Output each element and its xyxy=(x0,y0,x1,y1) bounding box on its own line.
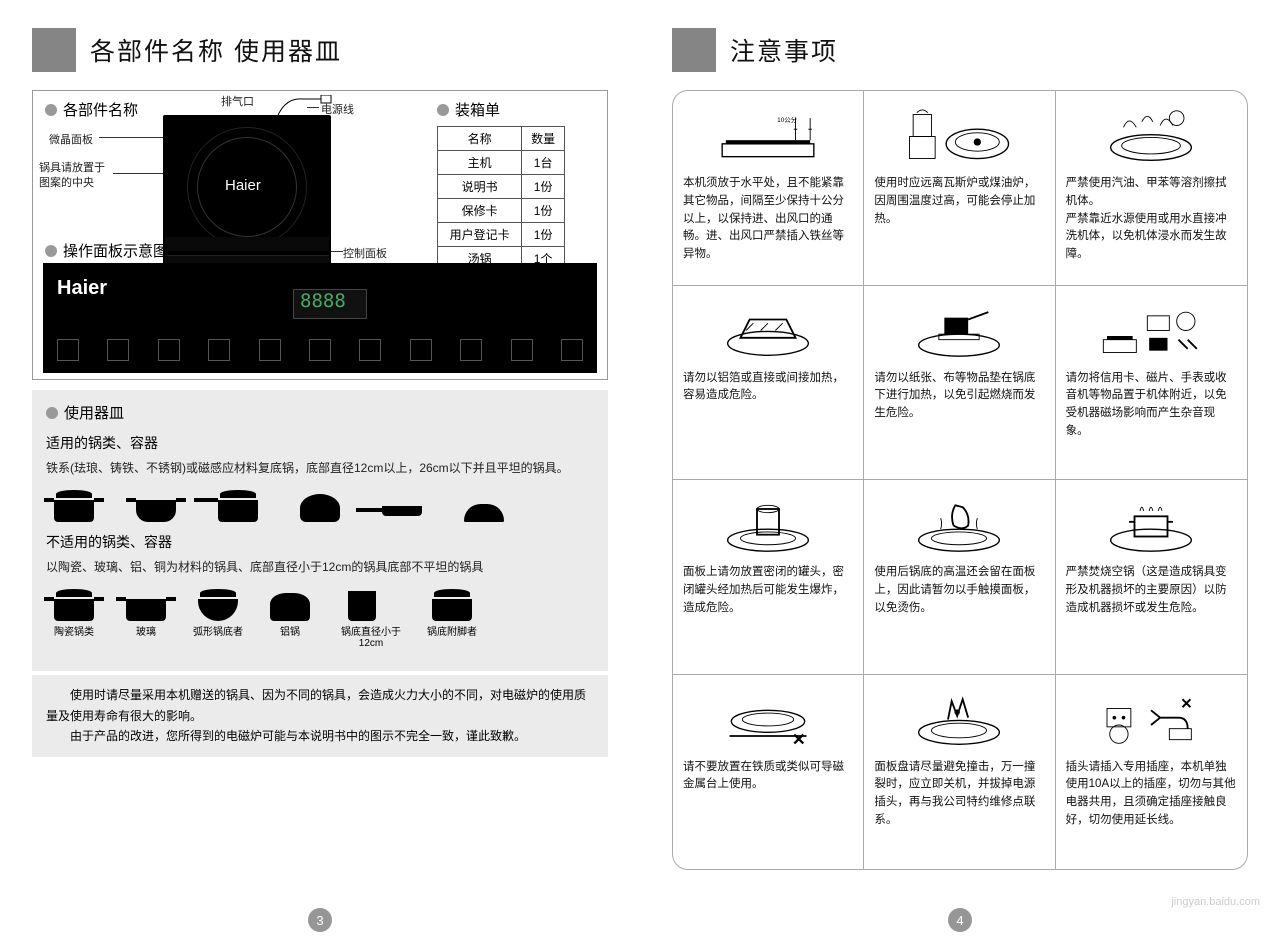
svg-text:10公分: 10公分 xyxy=(777,114,798,123)
caution-cell-4: 请勿以铝箔或直接或间接加热，容易造成危险。 xyxy=(673,286,864,481)
kettle-icon xyxy=(294,488,346,522)
caution-cell-5: 请勿以纸张、布等物品垫在锅底下进行加热，以免引起燃烧而发生危险。 xyxy=(864,286,1055,481)
page-4: 注意事项 10公分 本机须放于水平处，且不能紧靠其它物品，间隔至少保持十公分以上… xyxy=(640,0,1280,944)
svg-text:✕: ✕ xyxy=(792,731,806,747)
caution-cell-1: 10公分 本机须放于水平处，且不能紧靠其它物品，间隔至少保持十公分以上，以保持进… xyxy=(673,91,864,286)
page-number: 4 xyxy=(948,908,972,932)
ng-title: 不适用的锅类、容器 xyxy=(46,532,594,552)
cell-text: 使用时应远离瓦斯炉或煤油炉，因周围温度过高，可能会停止加热。 xyxy=(874,175,1044,228)
pot-icon xyxy=(48,587,100,621)
segment-display: 8888 xyxy=(293,289,367,319)
device-brand: Haier xyxy=(225,177,261,194)
pot-icon xyxy=(212,488,264,522)
magnetic-icon xyxy=(1066,296,1237,366)
pot-icon xyxy=(130,488,182,522)
packing-table: 名称数量 主机1台 说明书1份 保修卡1份 用户登记卡1份 汤锅1个 xyxy=(437,126,565,271)
callout-vent: 排气口 xyxy=(221,93,254,109)
note-1: 使用时请尽量采用本机赠送的锅具、因为不同的锅具，会造成火力大小的不同，对电磁炉的… xyxy=(46,685,594,726)
bottom-note: 使用时请尽量采用本机赠送的锅具、因为不同的锅具，会造成火力大小的不同，对电磁炉的… xyxy=(32,675,608,756)
caution-cell-9: 严禁焚烧空锅（这是造成锅具变形及机器损坏的主要原因）以防造成机器损坏或发生危险。 xyxy=(1056,480,1247,675)
kettle-icon xyxy=(264,587,316,621)
cookware-title: 使用器皿 xyxy=(46,402,594,423)
parts-diagram-box: 各部件名称 微晶面板 锅具请放置于 图案的中央 显示窗 排气口 电源线 控制面板… xyxy=(32,90,608,380)
paper-under-icon xyxy=(874,296,1044,366)
pot-icon xyxy=(192,587,244,621)
packing-list: 装箱单 名称数量 主机1台 说明书1份 保修卡1份 用户登记卡1份 汤锅1个 xyxy=(437,99,597,271)
ok-title: 适用的锅类、容器 xyxy=(46,433,594,453)
header-left: 各部件名称 使用器皿 xyxy=(32,28,608,72)
cord-icon xyxy=(273,95,333,125)
header-right: 注意事项 xyxy=(672,28,1248,72)
watermark: jingyan.baidu.com xyxy=(1171,896,1260,908)
metal-table-icon: ✕ xyxy=(683,685,853,755)
cell-text: 请勿将信用卡、磁片、手表或收音机等物品置于机体附近，以免受机器磁场影响而产生杂音… xyxy=(1066,370,1237,441)
panel-label: 操作面板示意图 xyxy=(45,240,168,261)
bullet-icon xyxy=(437,104,449,116)
foil-icon xyxy=(683,296,853,366)
cell-text: 面板盘请尽量避免撞击，万一撞裂时，应立即关机，并拔掉电源插头，再与我公司特约维修… xyxy=(874,759,1044,830)
callout-potnote: 锅具请放置于 图案的中央 xyxy=(39,161,105,192)
cookware-section: 使用器皿 适用的锅类、容器 铁系(珐琅、铸铁、不锈钢)或磁感应材料复底锅，底部直… xyxy=(32,390,608,671)
control-panel-image: Haier 8888 xyxy=(43,263,597,373)
cell-text: 插头请插入专用插座，本机单独使用10A以上的插座，切勿与其他电器共用，且须确定插… xyxy=(1066,759,1237,830)
header-square-icon xyxy=(672,28,716,72)
can-icon xyxy=(683,490,853,560)
page-title: 注意事项 xyxy=(730,32,838,68)
no-solvent-icon xyxy=(1066,101,1237,171)
panel-brand: Haier xyxy=(57,277,107,300)
header-square-icon xyxy=(32,28,76,72)
gas-stove-icon xyxy=(874,101,1044,171)
pan-icon xyxy=(376,488,428,522)
caution-cell-2: 使用时应远离瓦斯炉或煤油炉，因周围温度过高，可能会停止加热。 xyxy=(864,91,1055,286)
cell-text: 请勿以纸张、布等物品垫在锅底下进行加热，以免引起燃烧而发生危险。 xyxy=(874,370,1044,423)
ok-desc: 铁系(珐琅、铸铁、不锈钢)或磁感应材料复底锅，底部直径12cm以上，26cm以下… xyxy=(46,459,594,478)
callout-crystal: 微晶面板 xyxy=(49,131,93,147)
caution-cell-12: ✕ 插头请插入专用插座，本机单独使用10A以上的插座，切勿与其他电器共用，且须确… xyxy=(1056,675,1247,870)
packing-title: 装箱单 xyxy=(437,99,597,120)
caution-cell-3: 严禁使用汽油、甲苯等溶剂擦拭机体。 严禁靠近水源使用或用水直接冲洗机体，以免机体… xyxy=(1056,91,1247,286)
note-2: 由于产品的改进，您所得到的电磁炉可能与本说明书中的图示不完全一致，谨此致歉。 xyxy=(46,726,594,746)
clearance-icon: 10公分 xyxy=(683,101,853,171)
panel-button xyxy=(57,339,79,361)
caution-cell-7: 面板上请勿放置密闭的罐头，密闭罐头经加热后可能发生爆炸，造成危险。 xyxy=(673,480,864,675)
caution-cell-8: 使用后锅底的高温还会留在面板上，因此请暂勿以手触摸面板，以免烫伤。 xyxy=(864,480,1055,675)
cell-text: 请勿以铝箔或直接或间接加热，容易造成危险。 xyxy=(683,370,853,406)
page-number: 3 xyxy=(308,908,332,932)
cell-text: 严禁焚烧空锅（这是造成锅具变形及机器损坏的主要原因）以防造成机器损坏或发生危险。 xyxy=(1066,564,1237,617)
cell-text: 严禁使用汽油、甲苯等溶剂擦拭机体。 严禁靠近水源使用或用水直接冲洗机体，以免机体… xyxy=(1066,175,1237,264)
cell-text: 面板上请勿放置密闭的罐头，密闭罐头经加热后可能发生爆炸，造成危险。 xyxy=(683,564,853,617)
page-title: 各部件名称 使用器皿 xyxy=(90,32,342,68)
pot-icon xyxy=(48,488,100,522)
caution-grid: 10公分 本机须放于水平处，且不能紧靠其它物品，间隔至少保持十公分以上，以保持进… xyxy=(672,90,1248,870)
svg-text:✕: ✕ xyxy=(1181,697,1193,713)
socket-icon: ✕ xyxy=(1066,685,1237,755)
ng-pot-row: 陶瓷锅类 玻璃 弧形锅底者 铝锅 锅底直径小于12cm 锅底附脚者 xyxy=(48,587,592,649)
ng-desc: 以陶瓷、玻璃、铝、铜为材料的锅具、底部直径小于12cm的锅具底部不平坦的锅具 xyxy=(46,558,594,577)
caution-cell-10: ✕ 请不要放置在铁质或类似可导磁金属台上使用。 xyxy=(673,675,864,870)
page-3: 各部件名称 使用器皿 各部件名称 微晶面板 锅具请放置于 图案的中央 显示窗 排… xyxy=(0,0,640,944)
impact-icon xyxy=(874,685,1044,755)
bullet-icon xyxy=(46,407,58,419)
pot-icon xyxy=(120,587,172,621)
empty-pot-icon xyxy=(1066,490,1237,560)
pot-icon xyxy=(458,488,510,522)
cell-text: 使用后锅底的高温还会留在面板上，因此请暂勿以手触摸面板，以免烫伤。 xyxy=(874,564,1044,617)
panel-schematic: Haier 8888 xyxy=(43,259,597,373)
bullet-icon xyxy=(45,245,57,257)
cell-text: 本机须放于水平处，且不能紧靠其它物品，间隔至少保持十公分以上，以保持进、出风口的… xyxy=(683,175,853,264)
caution-cell-6: 请勿将信用卡、磁片、手表或收音机等物品置于机体附近，以免受机器磁场影响而产生杂音… xyxy=(1056,286,1247,481)
ok-pot-row xyxy=(48,488,592,522)
hot-surface-icon xyxy=(874,490,1044,560)
pot-icon xyxy=(426,587,478,621)
pot-icon xyxy=(336,587,388,621)
caution-cell-11: 面板盘请尽量避免撞击，万一撞裂时，应立即关机，并拔掉电源插头，再与我公司特约维修… xyxy=(864,675,1055,870)
cell-text: 请不要放置在铁质或类似可导磁金属台上使用。 xyxy=(683,759,853,795)
